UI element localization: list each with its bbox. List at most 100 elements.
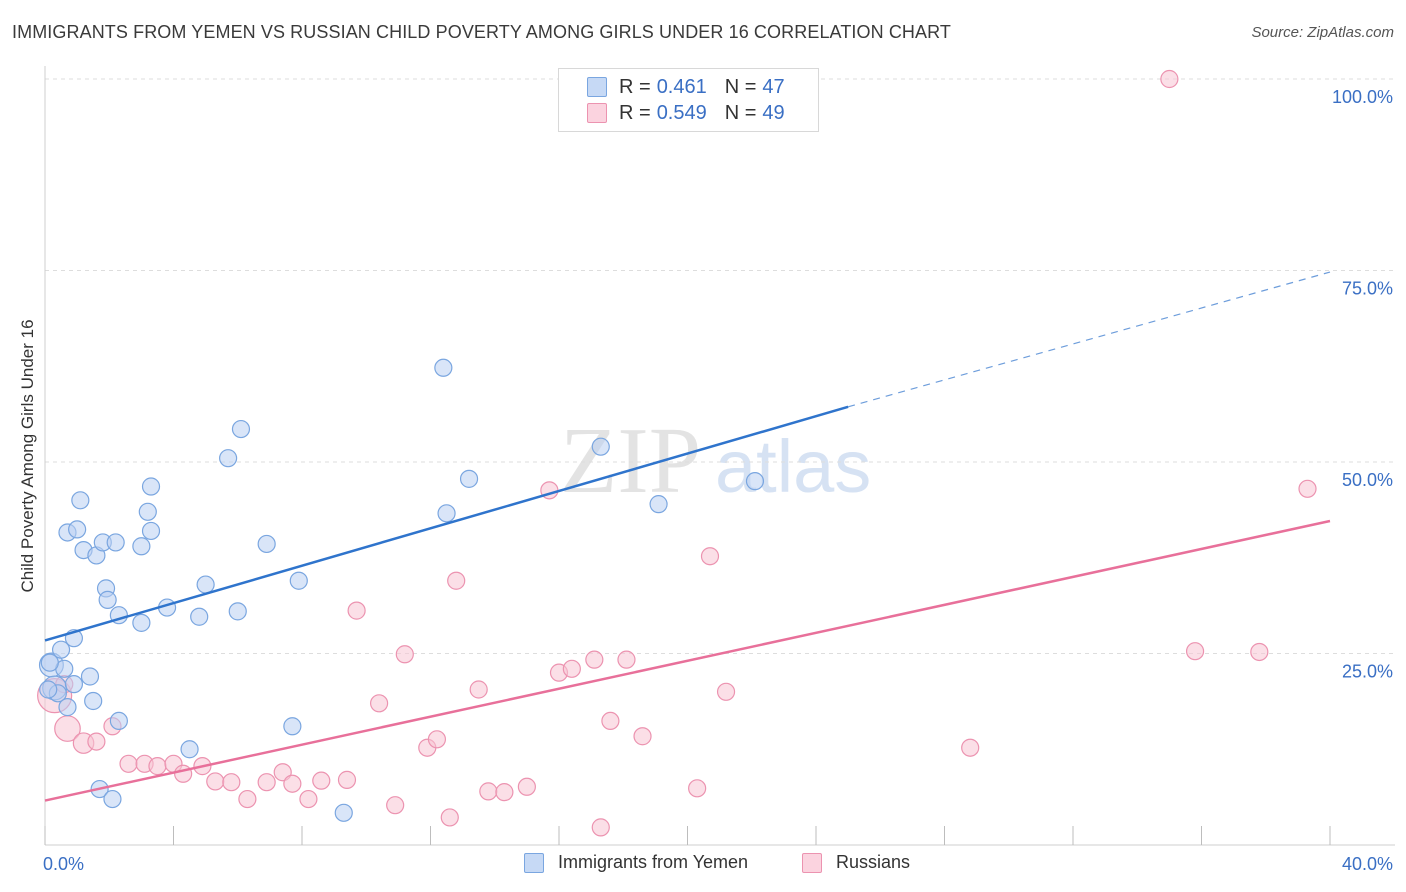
r-label: R = [619,75,651,98]
legend-row-russians: R = 0.549 N = 49 [587,101,785,125]
russians-point [1160,69,1179,89]
russians-point [87,732,106,751]
russians-point [119,754,138,773]
legend-swatch-yemen [524,852,544,873]
legend-label-russians: Russians [836,852,911,872]
russians-point [174,764,193,783]
russians-point [1298,479,1317,498]
yemen-point [649,495,668,514]
yemen-point [196,575,215,594]
legend-swatch-yemen [587,77,607,97]
yemen-point [228,602,247,621]
russians-point [469,680,488,699]
yemen-trend-line [44,405,849,642]
yemen-point [103,789,122,809]
russians-point [479,782,498,801]
y-tick-label: 100.0% [1332,87,1393,107]
yemen-point [745,472,765,491]
russians-point [395,645,414,664]
yemen-point [106,533,125,552]
yemen-point [40,653,59,672]
x-tick-label: 40.0% [1342,854,1393,874]
russians-point [495,783,514,802]
russians-point [591,818,610,837]
r-value: 0.461 [656,75,707,98]
russians-point [562,659,581,678]
series-legend: Immigrants from Yemen Russians [0,852,1406,878]
russians-point [337,770,357,789]
yemen-point [109,711,128,731]
russians-point [257,773,276,792]
yemen-point [98,590,117,609]
x-tick-label: 0.0% [43,854,84,874]
yemen-trend-extension [847,271,1331,408]
yemen-point [132,537,151,556]
legend-item-russians[interactable]: Russians [802,852,910,873]
yemen-point [459,469,479,488]
yemen-point [434,358,453,377]
legend-item-yemen[interactable]: Immigrants from Yemen [524,852,748,873]
yemen-point [283,717,302,736]
russians-point [700,547,720,566]
n-label: N = [724,75,757,98]
r-label: R = [619,101,651,124]
axes [44,66,1395,846]
russians-point [427,730,447,749]
russians-point [347,601,366,620]
n-label: N = [724,101,757,124]
n-value: 49 [762,101,785,124]
tick-labels: 25.0% 50.0% 75.0% 100.0% 0.0% 40.0% [43,87,1393,874]
russians-point [148,757,167,776]
n-value: 47 [762,75,785,98]
russians-point [440,808,459,827]
russians-point [633,727,652,746]
russians-point [716,682,736,701]
legend-label-yemen: Immigrants from Yemen [558,852,749,872]
yemen-point [437,504,456,523]
yemen-point [68,520,87,539]
yemen-points [38,358,765,822]
yemen-point [58,698,77,717]
yemen-point [334,803,353,822]
russians-point [1185,642,1205,661]
yemen-point [80,667,100,686]
yemen-point [180,740,199,759]
yemen-point [257,534,276,554]
chart-title: IMMIGRANTS FROM YEMEN VS RUSSIAN CHILD P… [12,22,951,42]
russians-point [370,694,389,713]
correlation-legend: R = 0.461 N = 47 R = 0.549 N = 49 [558,68,819,132]
russians-point [312,771,331,790]
yemen-point [591,437,610,456]
russians-point [206,772,225,791]
y-tick-label: 75.0% [1342,279,1393,299]
yemen-point [71,491,90,510]
russians-point [222,773,241,792]
y-tick-label: 50.0% [1342,470,1393,490]
yemen-point [64,675,84,694]
yemen-point [39,680,58,699]
trend-lines [44,271,1331,802]
russians-point [601,711,620,731]
yemen-point [138,502,157,521]
watermark-atlas: atlas [715,425,871,508]
yemen-point [231,419,251,439]
source-credit: Source: ZipAtlas.com [1251,24,1394,41]
r-value: 0.549 [656,101,707,124]
yemen-point [84,691,103,711]
yemen-point [141,477,161,496]
watermark-zip: ZIP [560,409,701,513]
legend-swatch-russians [587,103,607,123]
y-tick-label: 25.0% [1342,662,1393,682]
russians-point [447,571,466,590]
yemen-point [190,607,209,626]
russians-point [386,796,405,815]
russians-point [961,738,980,757]
yemen-point [51,640,71,659]
russians-point [299,789,318,809]
russians-trend-line [44,519,1331,802]
legend-row-yemen: R = 0.461 N = 47 [587,75,785,99]
russians-point [585,650,604,669]
russians-point [517,777,536,796]
russians-point [617,650,636,669]
